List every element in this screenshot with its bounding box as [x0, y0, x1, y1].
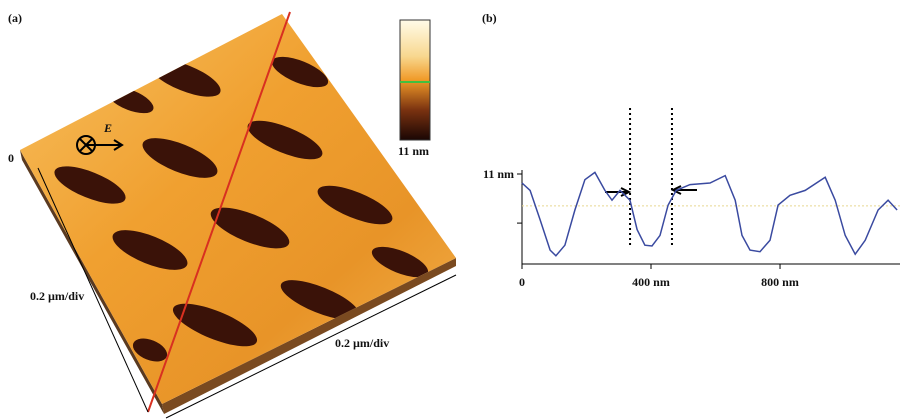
field-label: E	[103, 121, 112, 135]
panel-label: (a)	[8, 11, 22, 25]
colorbar	[400, 20, 430, 140]
x-tick-label: 400 nm	[632, 275, 670, 289]
scale-label: 0.2 µm/div	[30, 289, 84, 303]
colorbar-label: 11 nm	[398, 144, 429, 158]
axis-zero: 0	[8, 151, 14, 165]
x-tick-label: 0	[519, 275, 525, 289]
panel-label: (b)	[482, 11, 497, 25]
profile-curve	[522, 172, 897, 255]
x-tick-label: 800 nm	[761, 275, 799, 289]
y-tick-label: 11 nm	[483, 167, 514, 181]
figure: (a) E 0 0.2 µm/div 0.2 µm/div 11 nm (b) …	[0, 0, 906, 419]
scale-label: 0.2 µm/div	[335, 336, 389, 350]
